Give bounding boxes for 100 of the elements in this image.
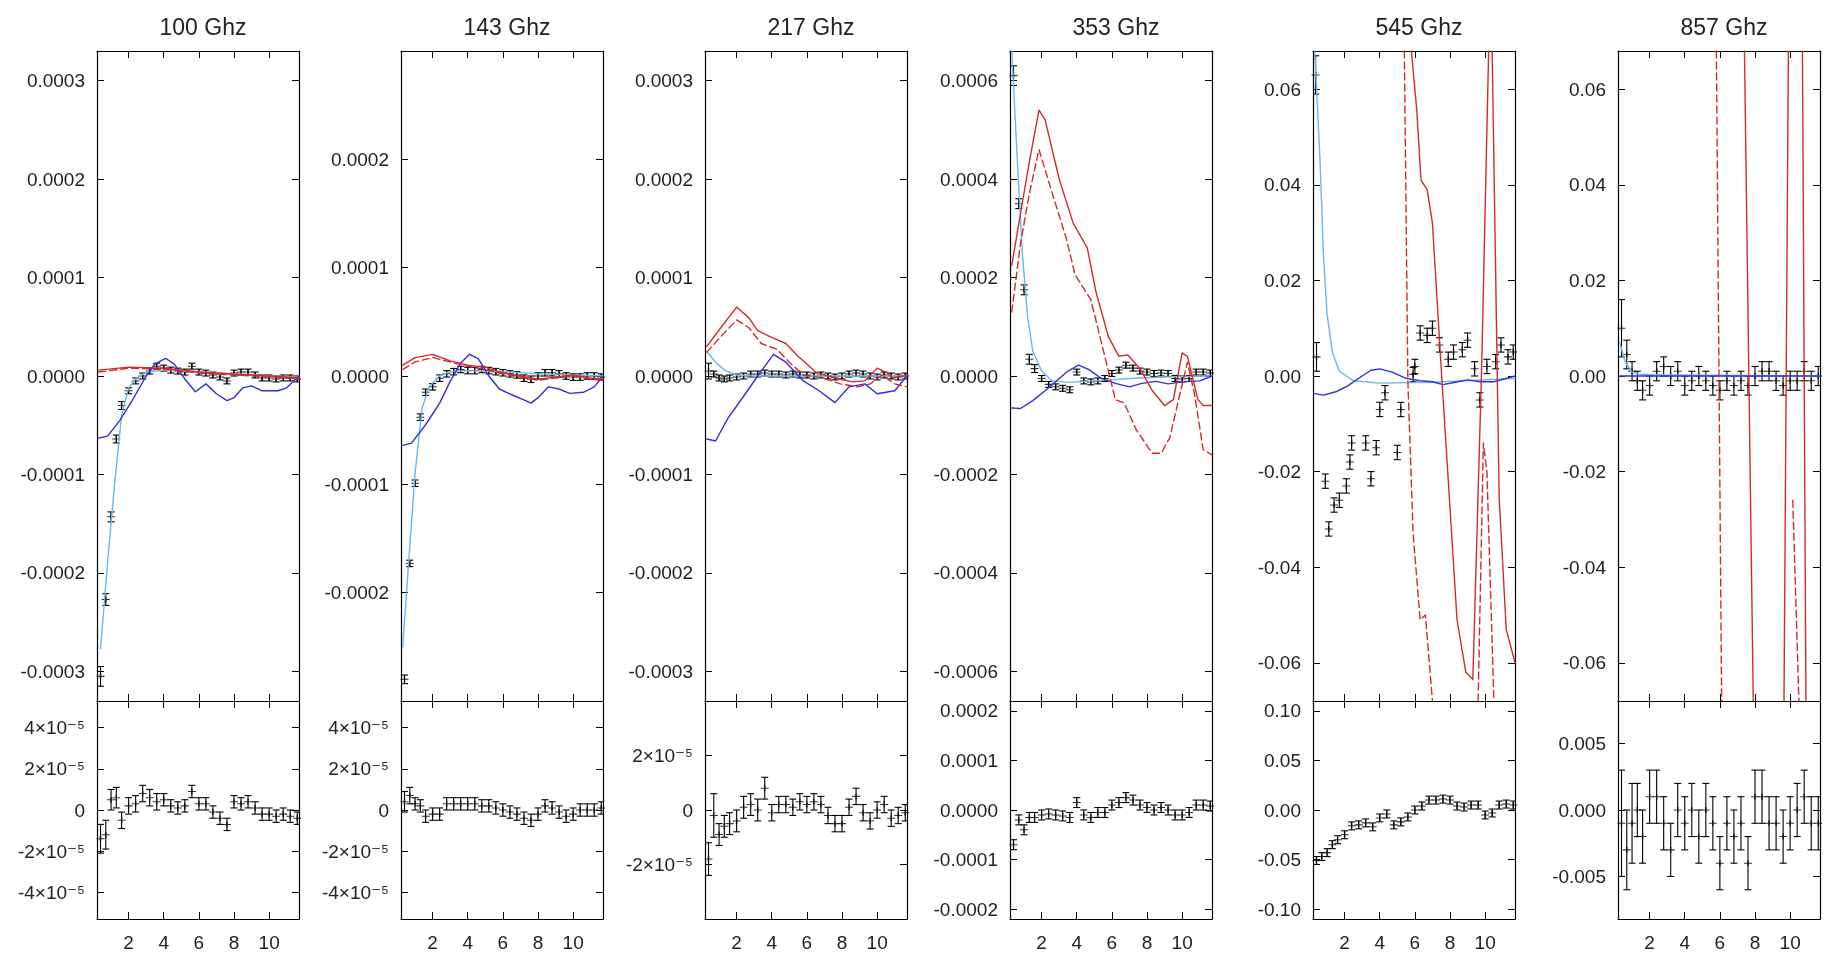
x-tick-label: 4 <box>1071 932 1083 953</box>
x-tick-label: 8 <box>1749 932 1761 953</box>
y-tick-label: 4×10⁻⁵ <box>24 717 85 739</box>
x-tick-label: 4 <box>1679 932 1691 953</box>
y-tick-label: -0.06 <box>1257 652 1301 674</box>
y-tick-label: 0.06 <box>1569 78 1606 100</box>
x-tick-label: 4 <box>158 932 170 953</box>
y-tick-label: 0.00 <box>1569 365 1606 387</box>
x-tick-label: 6 <box>497 932 509 953</box>
y-tick-label: -0.0006 <box>933 660 998 682</box>
x-tick-label: 6 <box>1409 932 1421 953</box>
y-tick-label: 0 <box>682 799 693 821</box>
y-tick-label: -0.04 <box>1257 556 1302 578</box>
y-tick-label: 0.0001 <box>939 749 998 771</box>
y-tick-label: 0.0000 <box>26 365 85 387</box>
x-tick-label: 4 <box>462 932 474 953</box>
y-tick-label: -2×10⁻⁵ <box>321 840 389 862</box>
y-tick-label: -0.0003 <box>628 660 693 682</box>
chart-title: 857 Ghz <box>1680 13 1768 40</box>
x-tick-label: 8 <box>1444 932 1456 953</box>
x-tick-label: 8 <box>228 932 240 953</box>
y-tick-label: 0.0000 <box>634 365 693 387</box>
y-tick-label: 0 <box>74 799 85 821</box>
y-tick-label: 0.0000 <box>330 365 389 387</box>
chart-title: 217 Ghz <box>767 13 855 40</box>
x-tick-label: 6 <box>1106 932 1118 953</box>
y-tick-label: 0.0003 <box>26 70 85 92</box>
y-tick-label: 0.0001 <box>634 267 693 289</box>
y-tick-label: -0.05 <box>1257 849 1301 871</box>
y-tick-label: 0.0003 <box>634 70 693 92</box>
x-tick-label: 6 <box>801 932 813 953</box>
y-tick-label: -0.02 <box>1257 461 1301 483</box>
x-tick-label: 10 <box>562 932 584 953</box>
x-tick-label: 2 <box>427 932 438 953</box>
x-tick-label: 10 <box>1779 932 1801 953</box>
y-tick-label: -0.0004 <box>933 562 999 584</box>
chart-title: 353 Ghz <box>1072 13 1160 40</box>
x-tick-label: 2 <box>731 932 742 953</box>
y-tick-label: 0.0002 <box>939 267 998 289</box>
chart-title: 100 Ghz <box>159 13 247 40</box>
y-tick-label: 0.04 <box>1569 174 1607 196</box>
x-tick-label: 2 <box>123 932 134 953</box>
x-tick-label: 10 <box>1474 932 1496 953</box>
y-tick-label: -0.02 <box>1562 461 1606 483</box>
x-tick-label: 2 <box>1339 932 1350 953</box>
y-tick-label: -2×10⁻⁵ <box>625 854 693 875</box>
x-tick-label: 6 <box>193 932 205 953</box>
y-tick-label: 0.05 <box>1264 749 1301 771</box>
y-tick-label: -0.10 <box>1257 898 1301 920</box>
x-tick-label: 2 <box>1644 932 1655 953</box>
y-tick-label: -0.04 <box>1562 556 1607 578</box>
y-tick-label: -4×10⁻⁵ <box>321 881 389 903</box>
y-tick-label: -0.06 <box>1562 652 1606 674</box>
y-tick-label: 0.0000 <box>939 799 998 821</box>
y-tick-label: 0.005 <box>1558 733 1606 755</box>
y-tick-label: 0.0001 <box>26 267 85 289</box>
y-tick-label: 0.0001 <box>330 257 389 279</box>
y-tick-label: 0.00 <box>1264 799 1301 821</box>
y-tick-label: 0.00 <box>1264 365 1301 387</box>
y-tick-label: 4×10⁻⁵ <box>328 717 389 739</box>
y-tick-label: -0.0001 <box>933 849 998 871</box>
y-tick-label: 0.000 <box>1558 799 1606 821</box>
y-tick-label: -0.0002 <box>324 582 389 604</box>
y-tick-label: -4×10⁻⁵ <box>17 881 85 903</box>
y-tick-label: 0.0004 <box>939 168 999 190</box>
chart-title: 143 Ghz <box>463 13 551 40</box>
y-tick-label: 0.0002 <box>939 700 998 722</box>
y-tick-label: 0.0002 <box>330 148 389 170</box>
x-tick-label: 2 <box>1036 932 1047 953</box>
x-tick-label: 8 <box>532 932 544 953</box>
y-tick-label: 0 <box>378 799 389 821</box>
x-tick-label: 10 <box>1171 932 1193 953</box>
y-tick-label: 0.0002 <box>26 168 85 190</box>
y-tick-label: -0.005 <box>1552 865 1606 887</box>
y-tick-label: -0.0002 <box>628 562 693 584</box>
y-tick-label: 0.06 <box>1264 78 1301 100</box>
y-tick-label: 2×10⁻⁵ <box>632 745 693 766</box>
chart-title: 545 Ghz <box>1375 13 1463 40</box>
y-tick-label: -0.0001 <box>20 463 85 485</box>
y-tick-label: -0.0003 <box>20 660 85 682</box>
x-tick-label: 4 <box>766 932 778 953</box>
y-tick-label: 2×10⁻⁵ <box>24 758 85 780</box>
x-tick-label: 10 <box>258 932 280 953</box>
y-tick-label: -0.0001 <box>628 463 693 485</box>
y-tick-label: 0.0006 <box>939 70 998 92</box>
y-tick-label: 0.04 <box>1264 174 1302 196</box>
y-tick-label: 0.02 <box>1569 269 1606 291</box>
x-tick-label: 8 <box>836 932 848 953</box>
y-tick-label: -0.0002 <box>20 562 85 584</box>
y-tick-label: 0.0000 <box>939 365 998 387</box>
y-tick-label: 0.10 <box>1264 700 1301 722</box>
x-tick-label: 6 <box>1714 932 1726 953</box>
y-tick-label: -2×10⁻⁵ <box>17 840 85 862</box>
y-tick-label: 0.0002 <box>634 168 693 190</box>
y-tick-label: -0.0002 <box>933 898 998 920</box>
x-tick-label: 8 <box>1141 932 1153 953</box>
x-tick-label: 4 <box>1374 932 1386 953</box>
y-tick-label: 0.02 <box>1264 269 1301 291</box>
y-tick-label: 2×10⁻⁵ <box>328 758 389 780</box>
x-tick-label: 10 <box>866 932 888 953</box>
